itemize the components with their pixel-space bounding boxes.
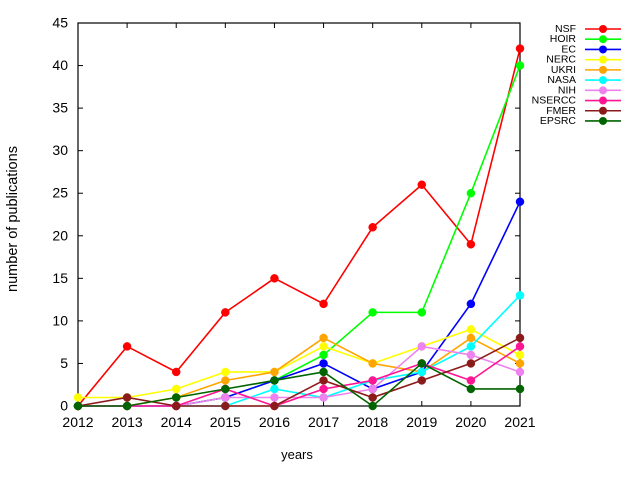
svg-text:0: 0 bbox=[60, 398, 68, 414]
svg-text:35: 35 bbox=[52, 100, 68, 116]
svg-text:2020: 2020 bbox=[455, 414, 486, 430]
svg-text:20: 20 bbox=[52, 227, 68, 243]
svg-text:2016: 2016 bbox=[259, 414, 290, 430]
svg-text:years: years bbox=[281, 447, 313, 462]
svg-text:2018: 2018 bbox=[357, 414, 388, 430]
svg-text:2012: 2012 bbox=[62, 414, 93, 430]
svg-text:30: 30 bbox=[52, 142, 68, 158]
svg-text:25: 25 bbox=[52, 185, 68, 201]
svg-text:45: 45 bbox=[52, 15, 68, 31]
svg-text:number of publications: number of publications bbox=[5, 146, 21, 292]
svg-text:2013: 2013 bbox=[112, 414, 143, 430]
svg-text:5: 5 bbox=[60, 355, 68, 371]
svg-text:EPSRC: EPSRC bbox=[540, 115, 577, 127]
svg-text:2019: 2019 bbox=[406, 414, 437, 430]
svg-text:40: 40 bbox=[52, 57, 68, 73]
svg-text:2017: 2017 bbox=[308, 414, 339, 430]
svg-text:2014: 2014 bbox=[161, 414, 192, 430]
svg-text:10: 10 bbox=[52, 312, 68, 328]
svg-text:2021: 2021 bbox=[504, 414, 535, 430]
svg-text:15: 15 bbox=[52, 270, 68, 286]
svg-text:2015: 2015 bbox=[210, 414, 241, 430]
